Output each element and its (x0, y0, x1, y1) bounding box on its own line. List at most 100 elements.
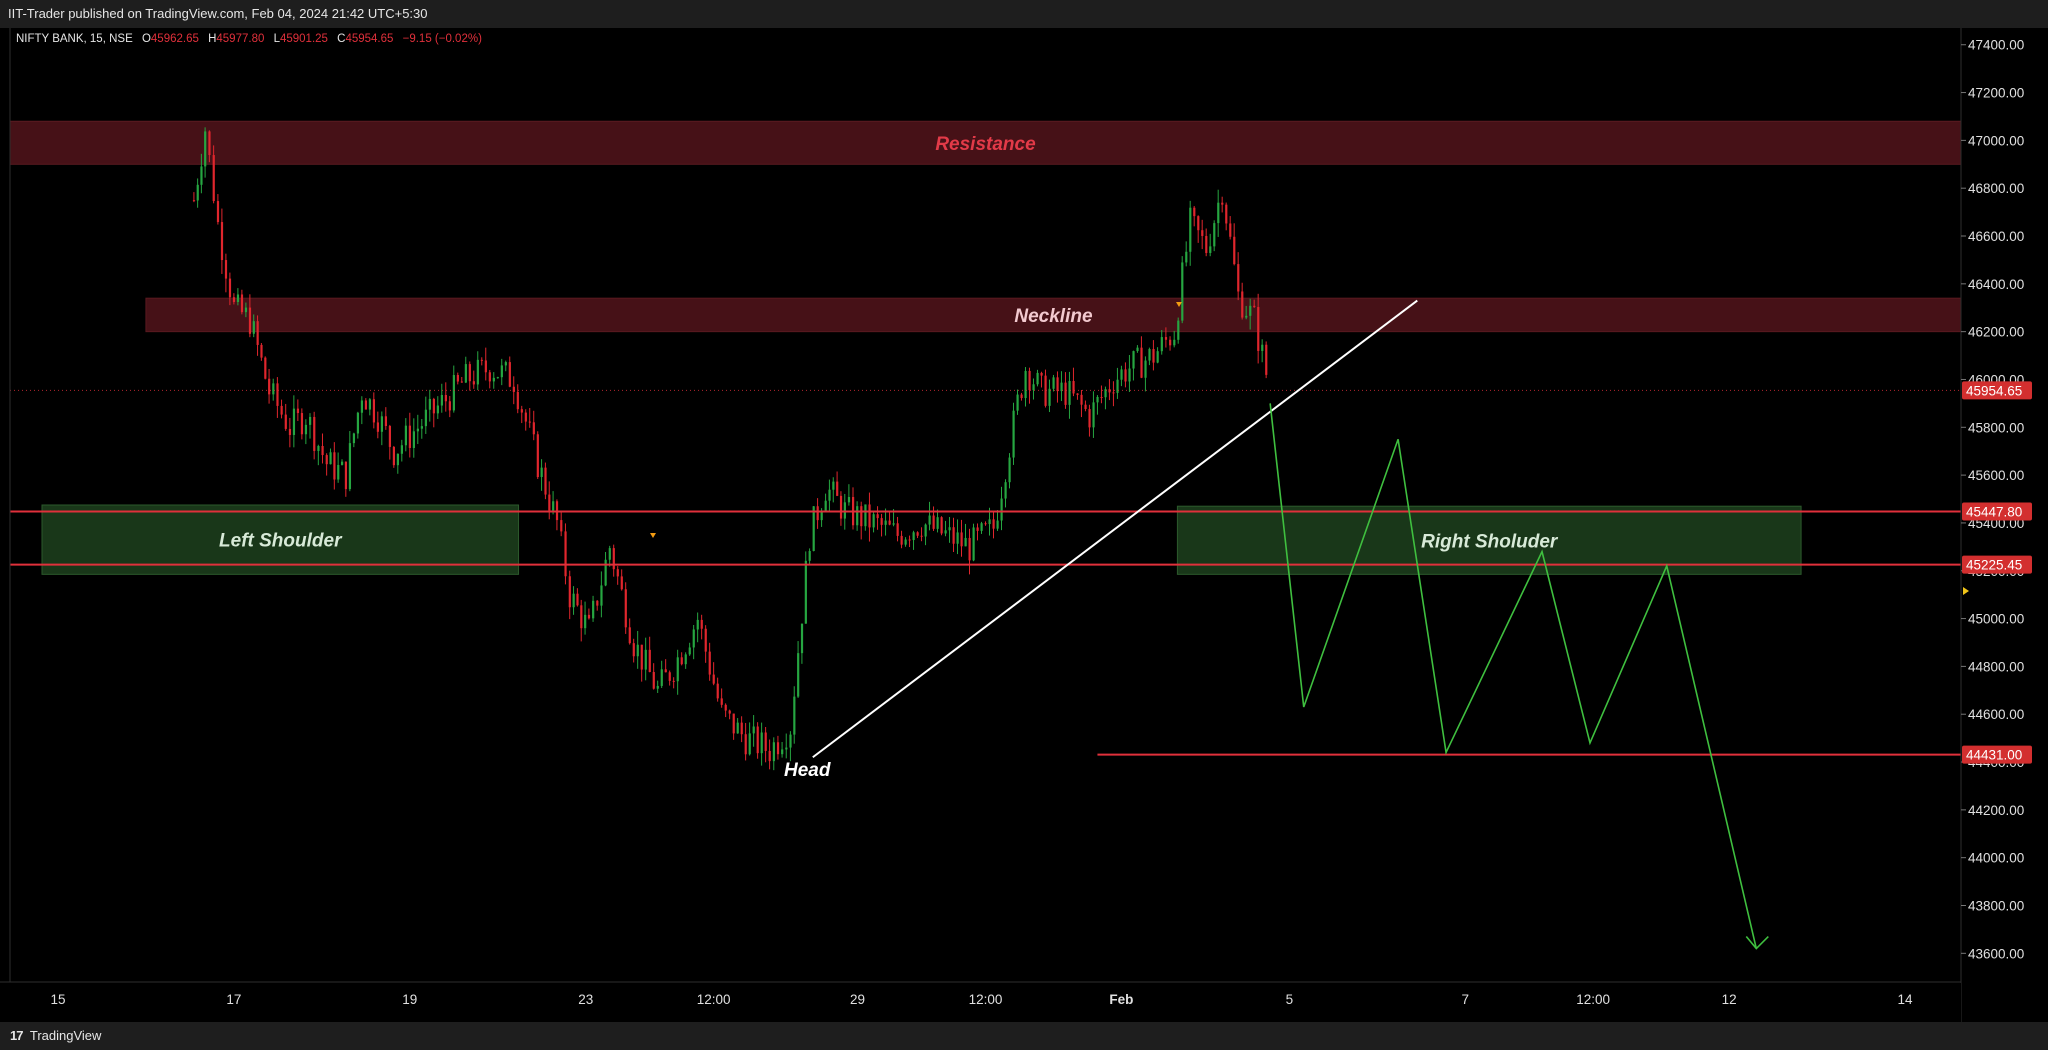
trend-line[interactable] (812, 299, 1418, 759)
candle-body (1221, 202, 1224, 205)
candle-body (908, 539, 911, 541)
price-tag[interactable] (1962, 502, 2032, 521)
candle-body (692, 629, 695, 648)
time-axis-area[interactable] (0, 983, 1961, 1022)
alert-marker-icon[interactable] (1963, 587, 1969, 595)
candle-body (1000, 498, 1003, 521)
candle-body (620, 576, 623, 590)
candle-body (260, 344, 263, 358)
price-tick-label: 47200.00 (1968, 86, 2024, 101)
zone-right-sholuder[interactable] (1176, 505, 1802, 575)
candle-body (1060, 382, 1063, 392)
candle-body (988, 519, 991, 525)
price-tag[interactable] (1962, 381, 2032, 400)
candle-body (1064, 382, 1067, 405)
candle-body (776, 742, 780, 755)
tradingview-brand[interactable]: 17 TradingView (10, 1022, 101, 1050)
change-value: −9.15 (−0.02%) (403, 33, 482, 45)
candle-body (816, 506, 819, 521)
candle-body (404, 425, 407, 446)
candle-body (1108, 389, 1111, 393)
candle-body (1249, 305, 1252, 316)
candle-body (656, 685, 659, 689)
candle-body (876, 514, 879, 519)
candle-body (576, 593, 579, 606)
candle-body (420, 426, 423, 429)
zone-resistance[interactable] (9, 120, 1962, 165)
symbol-name: NIFTY BANK, 15, NSE (16, 33, 133, 45)
candle-body (1120, 369, 1123, 380)
candle-body (785, 747, 788, 750)
candle-body (608, 548, 611, 560)
candle-body (1008, 457, 1011, 483)
candle-body (456, 375, 459, 382)
candle-body (1004, 482, 1007, 499)
price-tick-label: 45000.00 (1968, 612, 2024, 627)
candle-body (1185, 251, 1188, 263)
candle-body (1104, 389, 1107, 398)
candle-body (337, 464, 340, 480)
projection-path[interactable] (1269, 403, 1758, 949)
candle-body (512, 386, 515, 392)
time-tick-label: 23 (578, 992, 593, 1007)
price-tag[interactable] (1962, 745, 2032, 764)
candle-body (793, 696, 796, 735)
candle-body (1160, 337, 1163, 352)
candle-body (488, 372, 491, 382)
symbol-legend[interactable]: NIFTY BANK, 15, NSE O45962.65 H45977.80 … (16, 33, 482, 45)
candle-body (540, 467, 543, 478)
zone-left-shoulder[interactable] (41, 504, 520, 575)
candle-body (604, 559, 607, 586)
time-tick-label: 19 (402, 992, 417, 1007)
time-axis[interactable]: 15 17 19 23 12:00 29 12:00 Feb 5 7 12:00 12 14 (50, 992, 1913, 1007)
candle-body (504, 362, 507, 366)
price-axis[interactable]: 47400.00 47200.00 47000.00 46800.00 46600.00… (1961, 38, 2024, 962)
candle-body (592, 600, 595, 619)
candle-body (1100, 396, 1103, 398)
candle-body (392, 446, 396, 466)
candle-body (1169, 339, 1172, 346)
price-tick-label: 44600.00 (1968, 707, 2024, 722)
candle-body (940, 517, 943, 534)
candle-body (832, 481, 835, 490)
price-tag[interactable] (1962, 555, 2032, 574)
candle-body (1265, 344, 1268, 375)
candle-body (1229, 223, 1232, 237)
candle-body (700, 619, 703, 629)
candle-body (880, 518, 883, 525)
candle-body (808, 551, 811, 561)
candle-body (584, 614, 587, 629)
candle-body (843, 502, 846, 519)
candle-body (1072, 381, 1075, 394)
candle-body (952, 527, 955, 544)
price-chart[interactable]: Resistance Neckline Left Shoulder Right Sho… (0, 28, 2048, 1022)
candle-body (284, 414, 287, 429)
candle-body (436, 405, 439, 414)
candle-body (812, 506, 815, 552)
time-tick-label: 14 (1898, 992, 1914, 1007)
brand-name: TradingView (29, 1028, 102, 1043)
footer-bar: 17 TradingView (0, 1022, 2048, 1050)
time-tick-label: 12:00 (1576, 992, 1610, 1007)
candle-body (632, 643, 635, 657)
candle-body (400, 445, 403, 454)
candle-body (452, 375, 455, 411)
candle-body (872, 514, 875, 528)
high-value: 45977.80 (216, 33, 264, 45)
candle-body (252, 321, 255, 334)
candle-body (944, 530, 947, 534)
candle-body (1177, 320, 1180, 340)
candle-body (652, 672, 655, 689)
candle-body (1024, 370, 1027, 399)
candle-body (364, 400, 368, 410)
candle-body (196, 184, 199, 201)
candle-body (528, 421, 531, 423)
price-tag-label: 45225.45 (1966, 558, 2022, 573)
candle-body (932, 515, 935, 529)
candle-body (960, 532, 963, 547)
candle-body (1076, 393, 1079, 395)
open-value: 45962.65 (151, 33, 199, 45)
candle-body (388, 426, 392, 447)
candle-body (508, 362, 511, 387)
price-axis-area[interactable] (1962, 28, 2048, 1022)
